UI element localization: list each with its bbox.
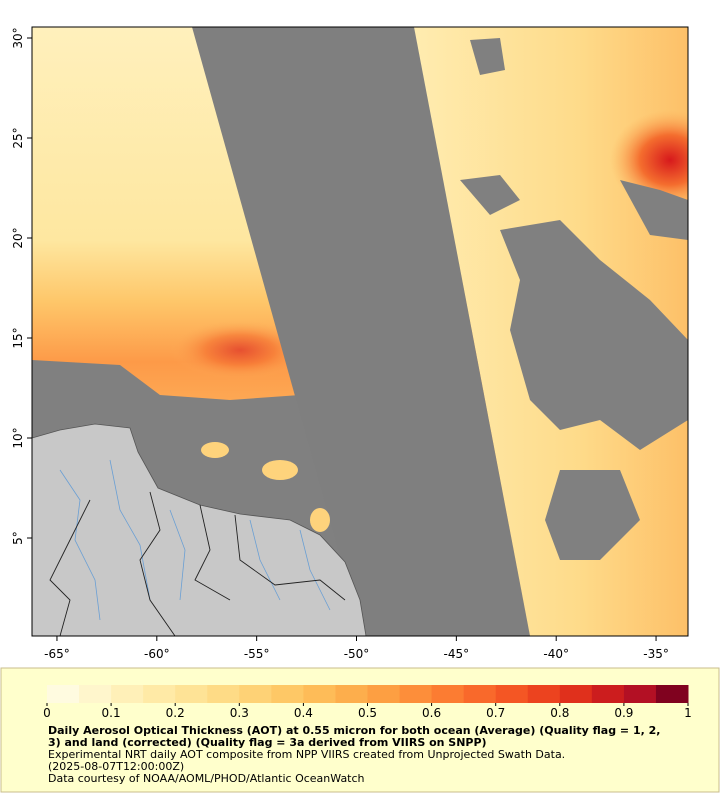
colorbar-swatch [143, 685, 176, 703]
y-tick-label: 15° [11, 327, 25, 348]
colorbar-tick-label: 0.1 [102, 706, 121, 720]
river [109, 459, 151, 601]
caption-line: Data courtesy of NOAA/AOML/PHOD/Atlantic… [48, 772, 365, 785]
river [59, 469, 101, 621]
colorbar-swatch [559, 685, 593, 703]
colorbar-tick-label: 0 [43, 706, 51, 720]
caption: Daily Aerosol Optical Thickness (AOT) at… [48, 725, 668, 785]
colorbar-swatch [591, 685, 625, 703]
borders [49, 491, 346, 636]
border [194, 504, 231, 601]
map [32, 27, 688, 636]
no-data-area [470, 38, 505, 75]
colorbar-tick-label: 0.8 [550, 706, 569, 720]
colorbar-swatch [623, 685, 657, 703]
caption-line: Experimental NRT daily AOT composite fro… [48, 748, 566, 761]
colorbar-swatch [527, 685, 561, 703]
x-tick-label: -65° [44, 647, 70, 661]
colorbar-tick-label: 0.2 [166, 706, 185, 720]
aerosol-patch [310, 508, 330, 532]
caption-line: (2025-08-07T12:00:00Z) [48, 760, 185, 773]
x-tick-label: -35° [643, 647, 669, 661]
no-data-area [500, 220, 688, 450]
x-tick-label: -45° [444, 647, 470, 661]
x-tick-label: -60° [144, 647, 170, 661]
colorbar-swatch [239, 685, 272, 703]
colorbar-swatch [111, 685, 144, 703]
aerosol-plume [170, 320, 310, 380]
colorbar-swatch [463, 685, 497, 703]
colorbar-swatch [431, 685, 465, 703]
colorbar-tick-label: 0.5 [358, 706, 377, 720]
y-tick-label: 10° [11, 427, 25, 448]
colorbar: 0 0.1 0.2 0.3 0.4 0.5 0.6 0.7 0.8 0.9 1 [43, 685, 692, 720]
river [249, 519, 281, 601]
no-data-area [460, 175, 520, 215]
colorbar-tick-label: 1 [684, 706, 692, 720]
border [234, 514, 346, 601]
border [139, 491, 176, 636]
colorbar-tick-label: 0.6 [422, 706, 441, 720]
colorbar-swatch [367, 685, 401, 703]
x-tick-label: -55° [244, 647, 270, 661]
river [299, 529, 331, 611]
aerosol-patches [201, 442, 330, 532]
y-tick-label: 30° [11, 27, 25, 48]
colorbar-swatch [495, 685, 529, 703]
map-frame [31, 26, 689, 637]
y-tick-label: 5° [11, 531, 25, 545]
y-tick-label: 20° [11, 227, 25, 248]
aerosol-patch [201, 442, 229, 458]
colorbar-tick-label: 0.3 [230, 706, 249, 720]
x-tick-label: -50° [344, 647, 370, 661]
rivers [59, 459, 331, 621]
colorbar-swatch [303, 685, 336, 703]
aerosol-patch [262, 460, 298, 480]
no-data-area [620, 180, 688, 240]
colorbar-swatch [399, 685, 433, 703]
colorbar-tick-label: 0.7 [486, 706, 505, 720]
land [32, 423, 367, 636]
border [49, 499, 91, 636]
colorbar-tick-label: 0.9 [614, 706, 633, 720]
colorbar-swatch [175, 685, 208, 703]
river [169, 509, 186, 601]
colorbar-swatch [335, 685, 368, 703]
colorbar-swatch [47, 685, 80, 703]
colorbar-swatch [271, 685, 304, 703]
caption-title: Daily Aerosol Optical Thickness (AOT) at… [48, 724, 661, 749]
colorbar-tick-label: 0.4 [294, 706, 313, 720]
colorbar-swatch [655, 685, 689, 703]
colorbar-swatch [79, 685, 112, 703]
no-data-area [545, 470, 640, 560]
swath-gap [192, 27, 530, 636]
x-tick-label: -40° [543, 647, 569, 661]
colorbar-swatch [207, 685, 240, 703]
y-tick-label: 25° [11, 127, 25, 148]
